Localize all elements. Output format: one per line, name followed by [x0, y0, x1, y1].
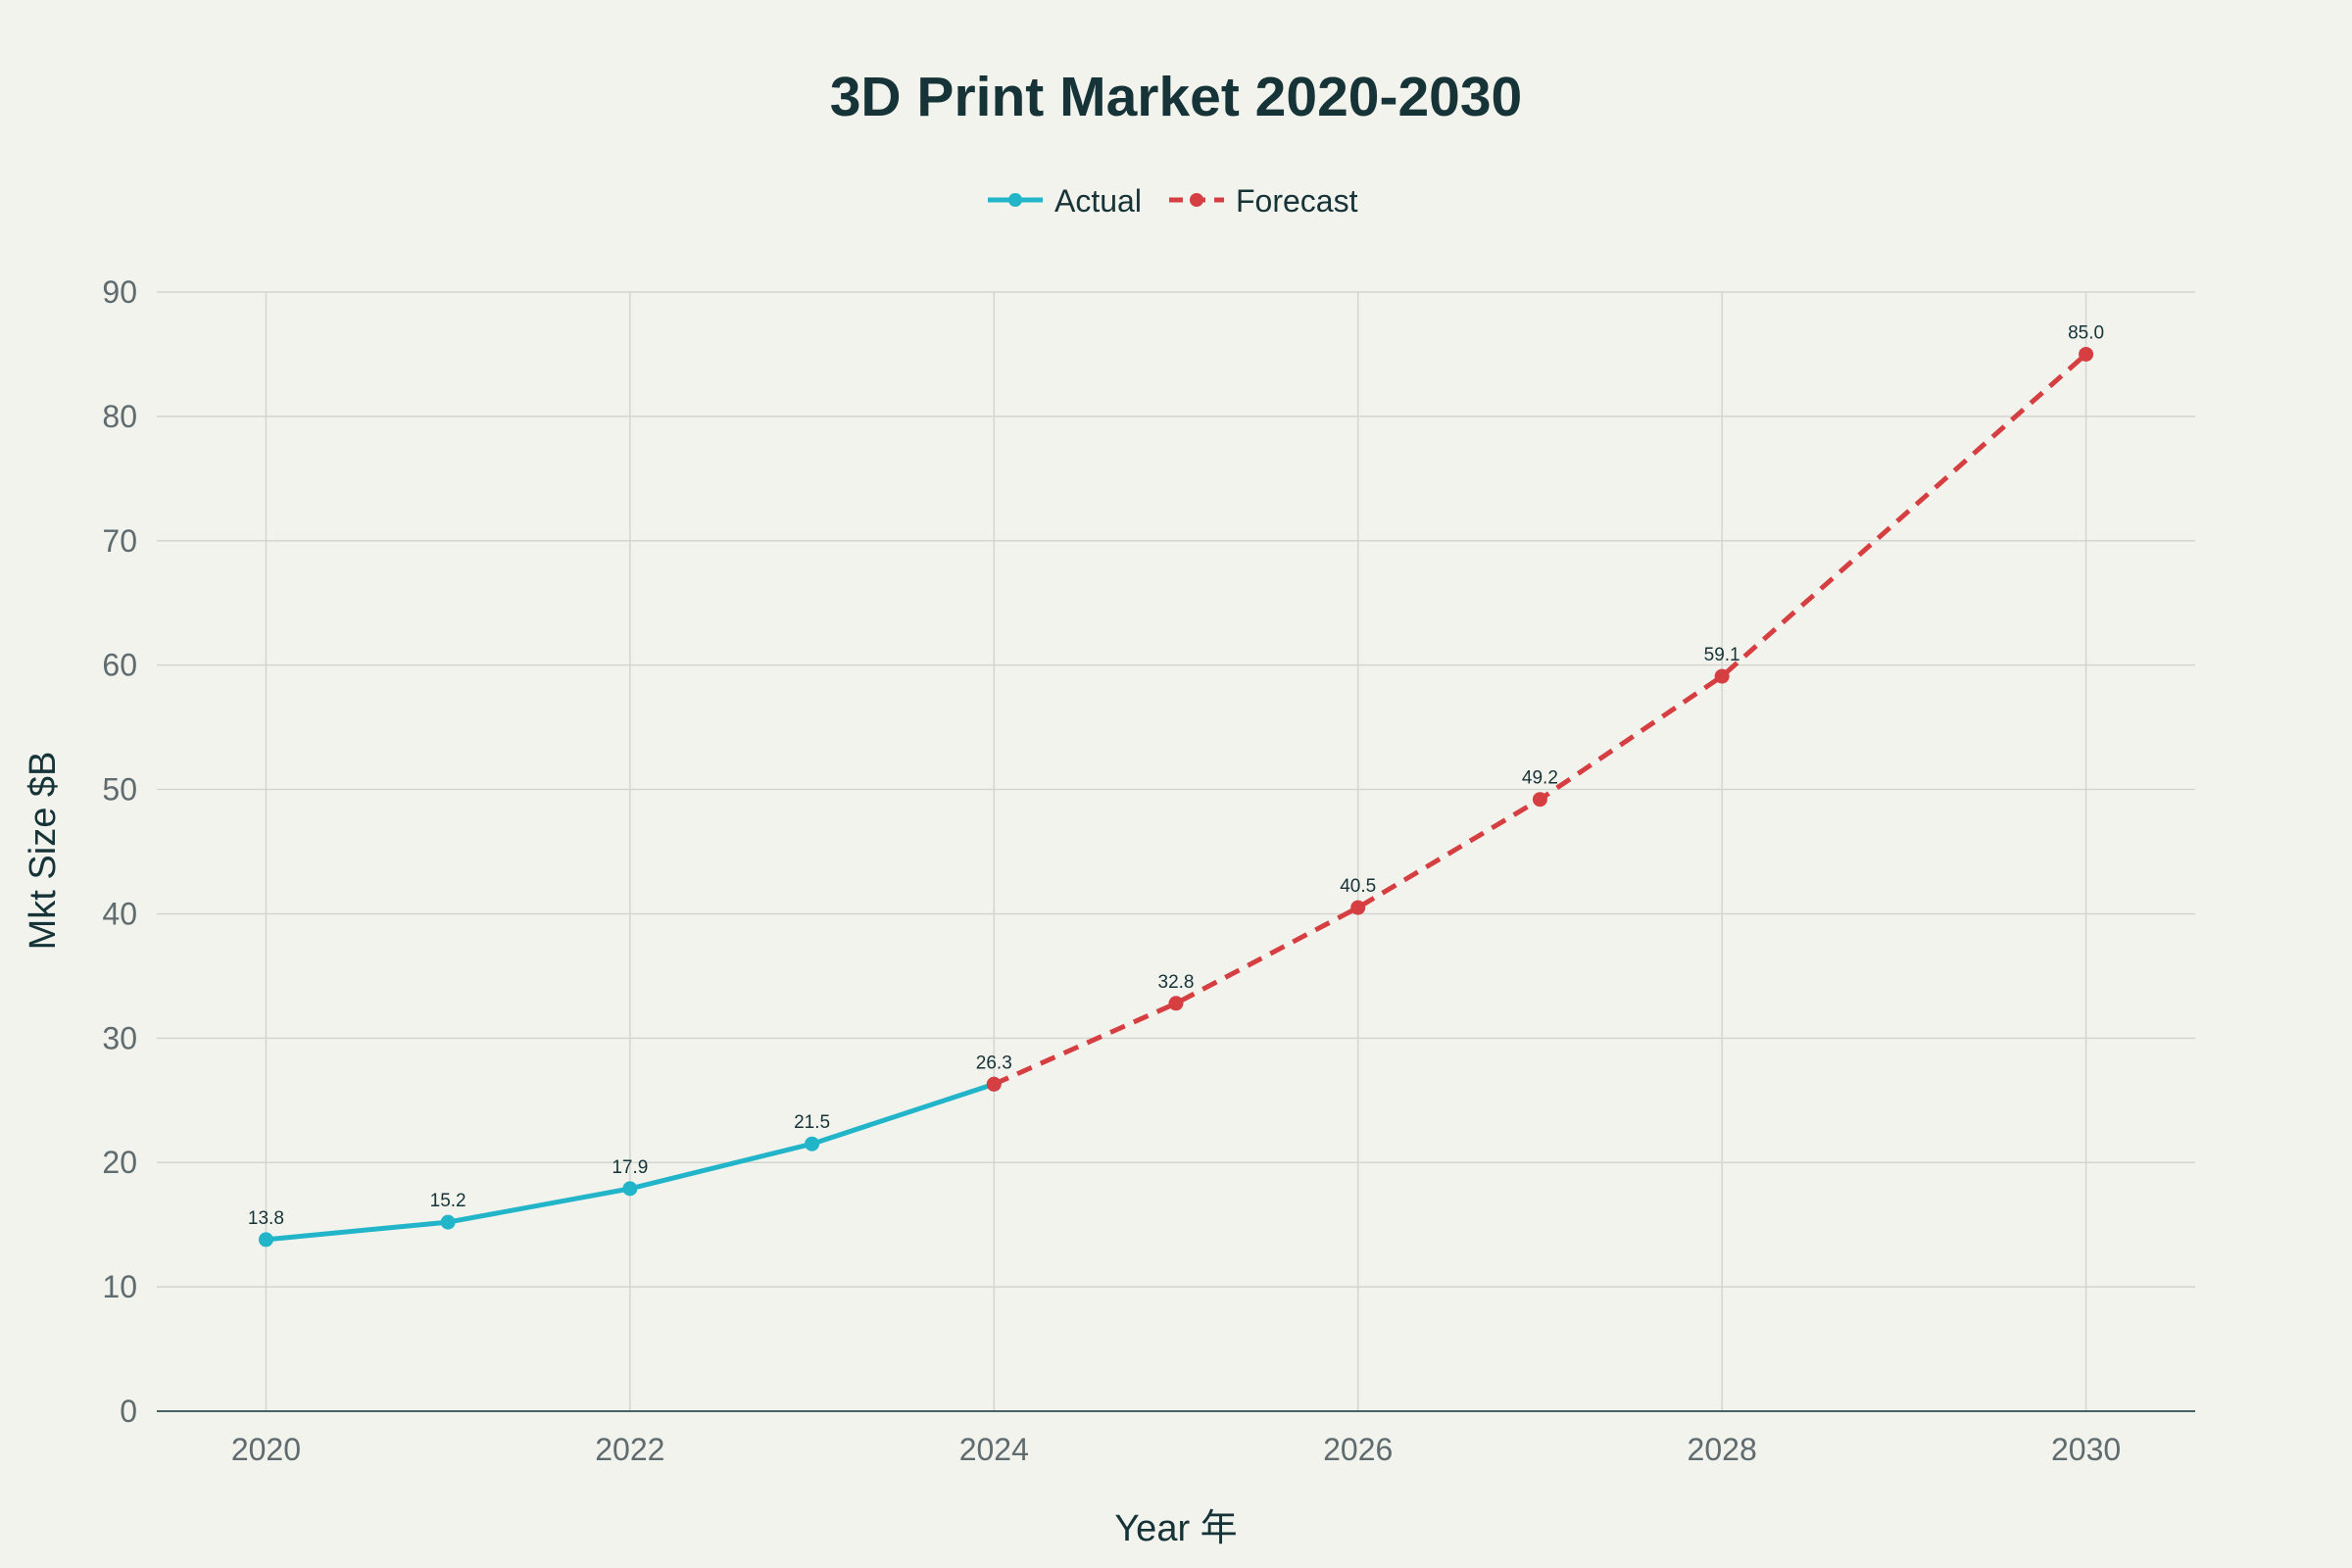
x-tick-label: 2020 [231, 1432, 301, 1467]
data-label-actual: 13.8 [248, 1208, 284, 1229]
y-tick-label: 20 [102, 1145, 137, 1180]
x-axis-title: Year 年 [1114, 1508, 1237, 1549]
data-point-forecast[interactable] [2079, 346, 2094, 362]
data-point-actual[interactable] [258, 1232, 273, 1248]
data-label-forecast: 32.8 [1158, 972, 1195, 993]
legend-item-actual[interactable]: Actual [988, 183, 1142, 219]
chart-title: 3D Print Market 2020-2030 [830, 66, 1523, 128]
y-tick-label: 80 [102, 399, 137, 434]
data-point-actual[interactable] [622, 1181, 638, 1197]
y-tick-label: 70 [102, 523, 137, 559]
legend-label-actual: Actual [1054, 183, 1142, 219]
x-tick-label: 2022 [595, 1432, 664, 1467]
data-label-actual: 17.9 [612, 1157, 648, 1178]
x-tick-label: 2028 [1688, 1432, 1757, 1467]
data-label-forecast: 40.5 [1340, 876, 1376, 897]
data-label-forecast: 49.2 [1522, 768, 1558, 789]
data-label-actual: 21.5 [794, 1112, 830, 1133]
data-point-actual[interactable] [440, 1214, 456, 1230]
y-tick-label: 60 [102, 648, 137, 683]
legend-item-forecast[interactable]: Forecast [1169, 183, 1358, 219]
x-tick-label: 2026 [1323, 1432, 1393, 1467]
y-tick-label: 40 [102, 896, 137, 931]
data-label-forecast: 85.0 [2068, 322, 2104, 343]
legend-label-forecast: Forecast [1236, 183, 1358, 219]
y-tick-label: 10 [102, 1269, 137, 1304]
y-tick-label: 90 [102, 274, 137, 310]
x-tick-label: 2030 [2051, 1432, 2121, 1467]
grid [157, 291, 2195, 1411]
data-point-forecast[interactable] [1168, 996, 1184, 1011]
y-tick-label: 50 [102, 772, 137, 808]
x-tick-label: 2024 [959, 1432, 1029, 1467]
data-point-forecast[interactable] [986, 1076, 1002, 1092]
data-point-actual[interactable] [805, 1136, 820, 1152]
data-label-actual: 26.3 [976, 1053, 1012, 1073]
data-point-forecast[interactable] [1350, 900, 1366, 915]
series-group [258, 346, 2094, 1248]
y-tick-label: 30 [102, 1020, 137, 1055]
legend: Actual Forecast [988, 183, 1358, 219]
legend-swatch-actual-marker [1008, 193, 1022, 207]
data-labels: 13.8 15.2 17.9 21.5 26.3 32.8 40.5 49.2 59.1 85.0 [248, 322, 2104, 1228]
data-label-forecast: 59.1 [1704, 645, 1740, 665]
data-label-actual: 15.2 [430, 1191, 466, 1211]
data-point-forecast[interactable] [1714, 668, 1730, 684]
data-point-forecast[interactable] [1532, 792, 1547, 808]
series-line-forecast [993, 352, 2088, 1087]
y-tick-label: 0 [120, 1394, 137, 1429]
y-axis-title: Mkt Size $B [23, 752, 64, 951]
legend-swatch-forecast-marker [1190, 193, 1203, 207]
